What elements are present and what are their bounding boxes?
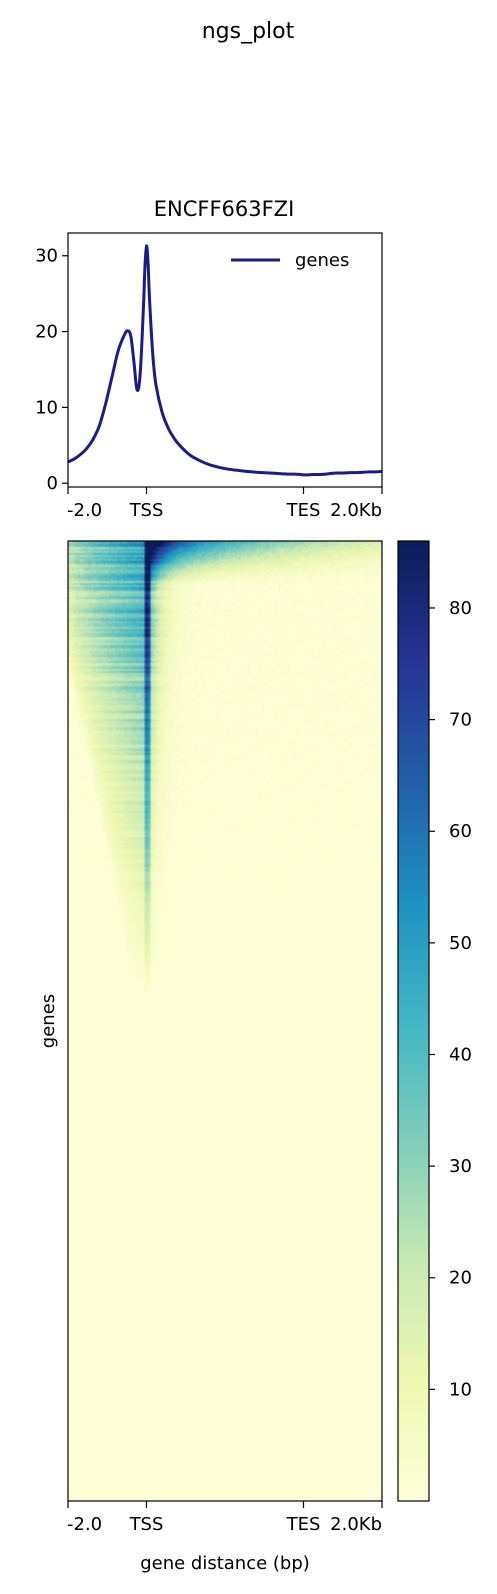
heatmap-plot: -2.0 TSS TES 2.0Kb gene distance (bp) genes bbox=[38, 540, 383, 1574]
profile-x-axis: -2.0 TSS TES 2.0Kb bbox=[67, 487, 383, 521]
heatmap-image bbox=[68, 541, 382, 1501]
heatmap-frame bbox=[67, 540, 383, 1502]
profile-y-tick-label: 30 bbox=[35, 246, 58, 267]
profile-x-tick-label: -2.0 bbox=[67, 500, 102, 521]
colorbar-tick-label: 80 bbox=[449, 598, 472, 619]
profile-frame bbox=[67, 232, 383, 488]
colorbar-tick-label: 70 bbox=[449, 710, 472, 731]
colorbar: 10 20 30 40 50 60 70 80 bbox=[397, 540, 472, 1502]
profile-legend: genes bbox=[231, 250, 349, 271]
colorbar-tick-label: 20 bbox=[449, 1268, 472, 1289]
profile-x-tick-label: 2.0Kb bbox=[330, 500, 382, 521]
colorbar-tick-label: 60 bbox=[449, 821, 472, 842]
profile-x-tick-label: TES bbox=[286, 500, 321, 521]
colorbar-tick-label: 50 bbox=[449, 933, 472, 954]
heatmap-xlabel: gene distance (bp) bbox=[140, 1553, 310, 1574]
colorbar-gradient bbox=[397, 540, 430, 1502]
profile-x-tick-label: TSS bbox=[129, 500, 164, 521]
legend-label: genes bbox=[295, 250, 349, 271]
heatmap-x-tick-label: TES bbox=[286, 1514, 321, 1535]
heatmap-x-tick-label: -2.0 bbox=[67, 1514, 102, 1535]
profile-y-axis: 0 10 20 30 bbox=[35, 246, 68, 494]
profile-title: ENCFF663FZI bbox=[154, 197, 295, 221]
colorbar-tick-label: 30 bbox=[449, 1156, 472, 1177]
colorbar-tick-label: 40 bbox=[449, 1044, 472, 1065]
heatmap-x-tick-label: TSS bbox=[129, 1514, 164, 1535]
figure-suptitle: ngs_plot bbox=[202, 19, 295, 44]
heatmap-x-tick-label: 2.0Kb bbox=[330, 1514, 382, 1535]
profile-y-tick-label: 10 bbox=[35, 397, 58, 418]
colorbar-ticks: 10 20 30 40 50 60 70 80 bbox=[429, 598, 472, 1400]
profile-y-tick-label: 20 bbox=[35, 322, 58, 343]
profile-plot: ENCFF663FZI 0 10 20 30 -2.0 TSS TES 2.0Kb gene… bbox=[35, 197, 383, 521]
heatmap-x-axis: -2.0 TSS TES 2.0Kb bbox=[67, 1501, 383, 1535]
colorbar-tick-label: 10 bbox=[449, 1379, 472, 1400]
profile-series-line bbox=[67, 244, 383, 477]
heatmap-ylabel: genes bbox=[38, 994, 59, 1048]
profile-y-tick-label: 0 bbox=[47, 473, 58, 494]
